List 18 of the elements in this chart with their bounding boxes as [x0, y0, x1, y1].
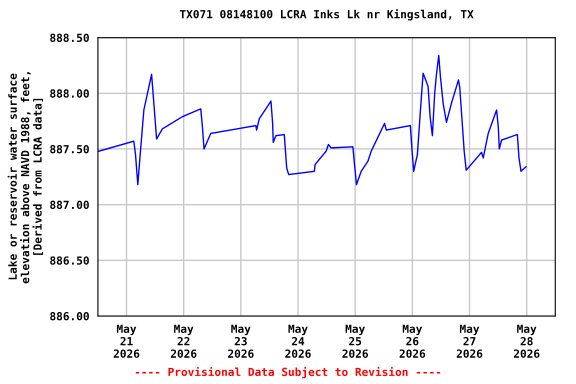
x-tick-label: May 24 2026: [285, 324, 311, 358]
x-tick-label: May 23 2026: [228, 324, 254, 358]
y-tick-label: 888.50: [50, 34, 89, 42]
x-tick-label: May 25 2026: [342, 324, 368, 358]
y-tick-label: 888.00: [50, 89, 89, 98]
text: ---- Provisional Data Subject to Revision ----: [136, 366, 440, 378]
line-series: [98, 54, 527, 186]
chart-title: TX071 08148100 LCRA Inks Lk nr Kingsland, TX: [180, 9, 474, 20]
x-tick-label: May 28 2026: [514, 324, 540, 358]
y-tick-label: 886.00: [50, 312, 89, 320]
x-tick-label: May 22 2026: [170, 324, 196, 358]
y-tick-label: 886.50: [50, 256, 89, 265]
x-tick-label: May 26 2026: [400, 324, 426, 358]
x-tick-label: May 21 2026: [114, 324, 140, 358]
y-tick-label: 887.00: [50, 200, 89, 210]
x-tick-label: May 27 2026: [456, 324, 482, 358]
y-tick-label: 887.50: [50, 144, 89, 154]
y-axis-title: Lake or reservoir water surface elevation above NAVD 1988, feet, [Derived from LCRA data]: [8, 72, 44, 284]
